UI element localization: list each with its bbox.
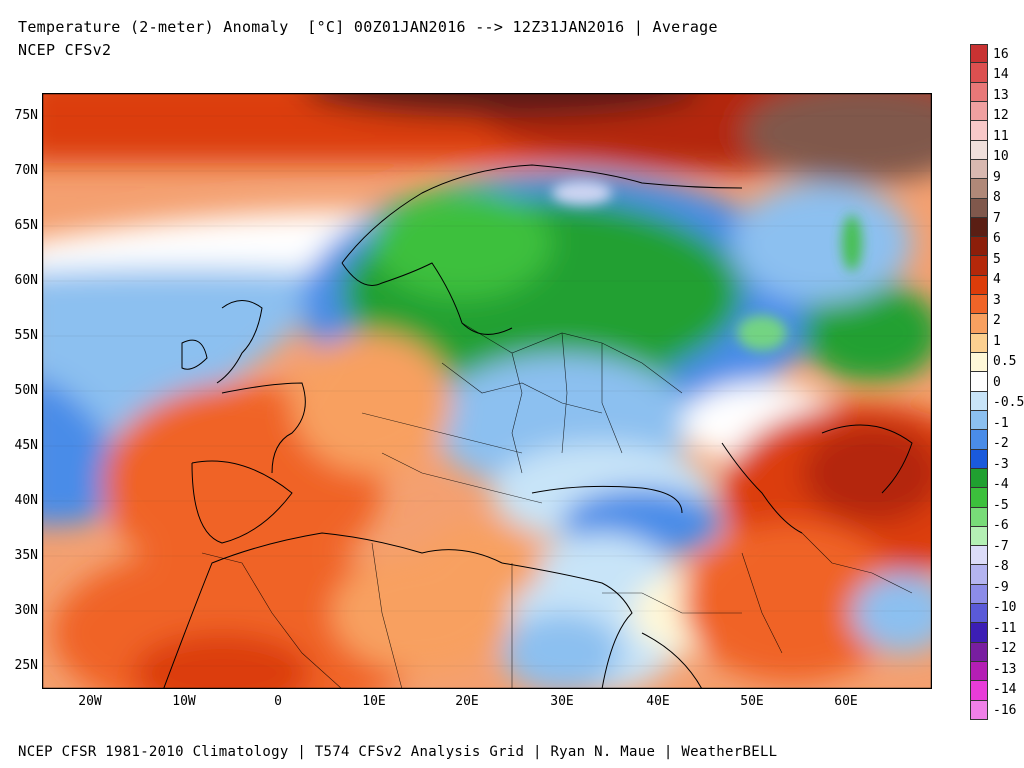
- lat-label: 40N: [14, 493, 38, 508]
- lat-label: 30N: [14, 603, 38, 618]
- lon-label: 20W: [78, 694, 102, 709]
- colorbar-label: 1: [993, 333, 1001, 349]
- colorbar-swatch: [970, 468, 988, 489]
- colorbar-swatch: [970, 584, 988, 605]
- colorbar-label: 3: [993, 292, 1001, 308]
- colorbar-label: 5: [993, 251, 1001, 267]
- lat-label: 65N: [14, 218, 38, 233]
- colorbar-label: -7: [993, 538, 1009, 554]
- colorbar-swatch: [970, 101, 988, 122]
- colorbar-swatch: [970, 488, 988, 508]
- lon-label: 40E: [646, 694, 670, 709]
- lat-label: 60N: [14, 273, 38, 288]
- colorbar-label: -3: [993, 456, 1009, 472]
- colorbar-swatch: [970, 179, 988, 199]
- colorbar-swatch: [970, 140, 988, 160]
- colorbar-label: -13: [993, 661, 1017, 677]
- colorbar-label: 9: [993, 169, 1001, 185]
- graticule: [42, 115, 932, 667]
- lat-label: 25N: [14, 658, 38, 673]
- lon-label: 30E: [550, 694, 574, 709]
- colorbar-swatch: [970, 256, 988, 276]
- lat-label: 75N: [14, 108, 38, 123]
- colorbar-label: -4: [993, 477, 1009, 493]
- colorbar-label: 7: [993, 210, 1001, 226]
- lat-label: 35N: [14, 548, 38, 563]
- map-title: Temperature (2-meter) Anomaly [°C] 00Z01…: [18, 18, 718, 36]
- colorbar-swatch: [970, 237, 988, 257]
- colorbar-swatch: [970, 44, 988, 64]
- map-footer: NCEP CFSR 1981-2010 Climatology | T574 C…: [18, 744, 778, 760]
- colorbar-swatch: [970, 507, 988, 527]
- colorbar-label: 8: [993, 190, 1001, 206]
- colorbar-label: 4: [993, 272, 1001, 288]
- colorbar-swatch: [970, 526, 988, 547]
- colorbar-swatch: [970, 275, 988, 296]
- colorbar-swatch: [970, 642, 988, 662]
- colorbar-label: 16: [993, 47, 1009, 62]
- colorbar-label: -1: [993, 415, 1009, 431]
- colorbar-swatch: [970, 604, 988, 624]
- colorbar-label: -12: [993, 641, 1017, 657]
- colorbar-label: 11: [993, 128, 1009, 144]
- colorbar-swatch: [970, 198, 988, 218]
- lon-label: 0: [274, 694, 282, 709]
- colorbar-label: 12: [993, 108, 1009, 124]
- map-subtitle: NCEP CFSv2: [18, 41, 112, 59]
- colorbar-label: -8: [993, 559, 1009, 575]
- colorbar-swatch: [970, 565, 988, 585]
- colorbar-swatch: [970, 372, 988, 392]
- colorbar-label: 0.5: [993, 354, 1017, 370]
- colorbar-label: 14: [993, 67, 1009, 83]
- anomaly-map: [42, 93, 932, 689]
- coastlines: [162, 164, 913, 689]
- lon-label: 60E: [834, 694, 858, 709]
- colorbar-swatch: [970, 623, 988, 643]
- lat-label: 55N: [14, 328, 38, 343]
- colorbar-swatch: [970, 546, 988, 566]
- colorbar-label: -0.5: [993, 395, 1024, 411]
- colorbar-label: -10: [993, 600, 1017, 616]
- colorbar-label: -16: [993, 702, 1017, 718]
- colorbar-swatch: [970, 449, 988, 469]
- colorbar-label: 6: [993, 231, 1001, 247]
- colorbar-label: -14: [993, 682, 1017, 698]
- colorbar-label: 10: [993, 149, 1009, 165]
- lat-label: 50N: [14, 383, 38, 398]
- colorbar-label: 2: [993, 313, 1001, 329]
- lat-label: 70N: [14, 163, 38, 178]
- borders: [201, 322, 913, 689]
- colorbar-swatch: [970, 63, 988, 83]
- colorbar-label: -9: [993, 579, 1009, 595]
- lon-label: 10W: [172, 694, 196, 709]
- colorbar-label: 13: [993, 87, 1009, 103]
- lat-label: 45N: [14, 438, 38, 453]
- lon-label: 10E: [362, 694, 386, 709]
- map-frame: [42, 93, 932, 689]
- colorbar-swatch: [970, 430, 988, 450]
- colorbar-swatch: [970, 700, 988, 720]
- lon-label: 20E: [455, 694, 479, 709]
- colorbar-swatch: [970, 314, 988, 334]
- colorbar-swatch: [970, 159, 988, 180]
- colorbar-swatch: [970, 391, 988, 411]
- colorbar-label: -5: [993, 497, 1009, 513]
- colorbar-swatch: [970, 353, 988, 373]
- colorbar-swatch: [970, 410, 988, 431]
- colorbar: [970, 44, 990, 720]
- colorbar-swatch: [970, 681, 988, 701]
- colorbar-swatch: [970, 333, 988, 353]
- colorbar-swatch: [970, 121, 988, 141]
- colorbar-swatch: [970, 82, 988, 102]
- colorbar-label: 0: [993, 374, 1001, 390]
- colorbar-label: -11: [993, 620, 1017, 636]
- lon-label: 50E: [740, 694, 764, 709]
- colorbar-label: -6: [993, 518, 1009, 534]
- colorbar-swatch: [970, 217, 988, 238]
- colorbar-swatch: [970, 662, 988, 682]
- colorbar-label: -2: [993, 436, 1009, 452]
- colorbar-swatch: [970, 295, 988, 315]
